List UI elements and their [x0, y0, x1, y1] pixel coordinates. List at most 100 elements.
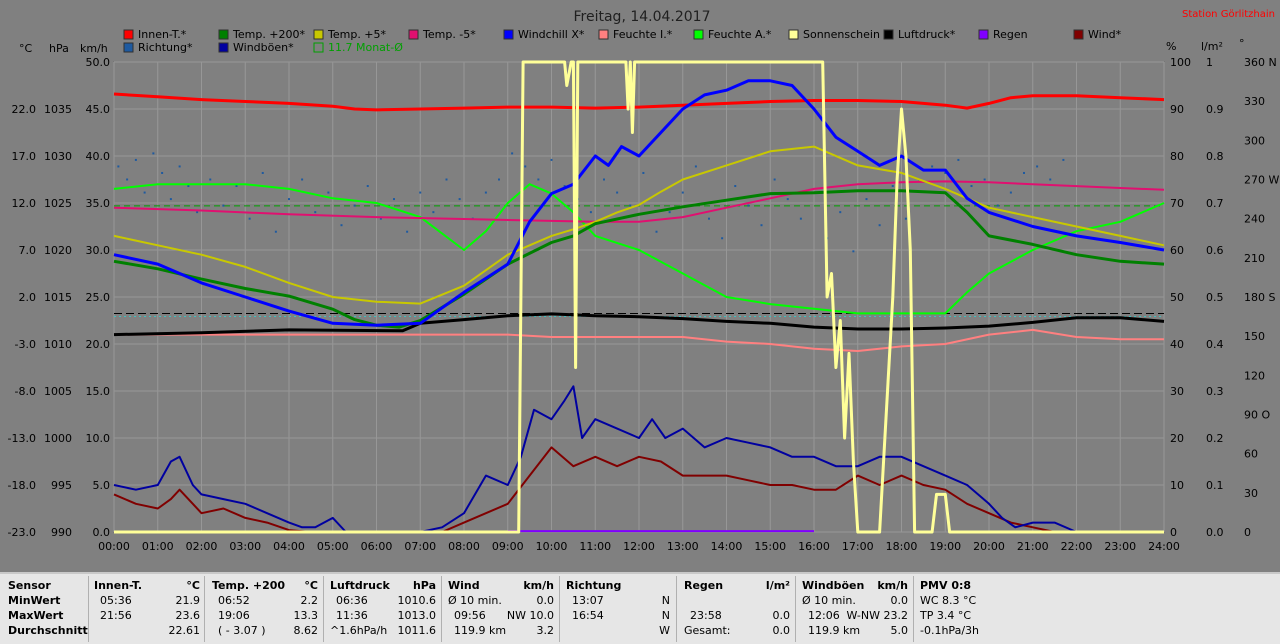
degree-tick-label: 240: [1244, 213, 1265, 226]
stats-temp200-avg-note: ( - 3.07 ): [218, 624, 266, 637]
degree-tick-label: 330: [1244, 95, 1265, 108]
legend-swatch: [978, 29, 989, 40]
richtung-point: [261, 171, 264, 174]
legend-item: Temp. +5*: [313, 28, 387, 41]
richtung-point: [222, 204, 225, 207]
percent-tick-label: 70: [1170, 197, 1184, 210]
stats-richtung-max-value: N: [661, 609, 670, 622]
legend-swatch: [313, 29, 324, 40]
richtung-point: [852, 250, 855, 253]
series-innen: [113, 92, 1165, 112]
richtung-point: [1036, 165, 1039, 168]
richtung-point: [524, 165, 527, 168]
richtung-point: [288, 198, 290, 201]
x-tick-label: 15:00: [754, 540, 786, 553]
statistics-table: Sensor MinWert MaxWert Durchschnitt Inne…: [0, 572, 1280, 644]
stats-innen-unit: °C: [186, 579, 200, 592]
legend-label: Richtung*: [138, 41, 193, 54]
unit-degree: °: [1239, 37, 1245, 50]
degree-tick-label: 90 O: [1244, 409, 1270, 422]
stats-temp200-max-time: 19:06: [218, 609, 250, 622]
richtung-point: [904, 217, 907, 220]
chart-title: Freitag, 14.04.2017: [574, 9, 711, 25]
kmh-tick-label: 30.0: [86, 244, 111, 257]
legend-label: Wind*: [1088, 28, 1122, 41]
degree-tick-label: 360 N: [1244, 56, 1277, 69]
legend-swatch: [218, 29, 229, 40]
richtung-point: [187, 185, 190, 188]
stats-regen-total-value: 0.0: [772, 624, 791, 637]
richtung-point: [274, 230, 277, 233]
stats-regen-head: Regen: [684, 579, 724, 592]
stats-pmv-head: PMV 0:8: [920, 579, 972, 592]
richtung-point: [642, 171, 645, 174]
unit-kmh: km/h: [80, 42, 108, 55]
stats-boen-distance: 119.9 km: [808, 624, 861, 637]
legend-item: Regen: [978, 28, 1028, 41]
richtung-point: [563, 185, 566, 188]
richtung-point: [616, 191, 619, 194]
legend-label: 11.7 Monat-Ø: [328, 41, 403, 54]
series-feuchte_a: [113, 183, 1165, 315]
richtung-point: [1009, 191, 1012, 194]
hpa-tick-label: 1000: [44, 432, 72, 445]
richtung-point: [406, 230, 409, 233]
stats-pmv-windchill: WC 8.3 °C: [920, 594, 977, 607]
degree-tick-label: 300: [1244, 134, 1265, 147]
x-tick-label: 24:00: [1148, 540, 1180, 553]
percent-tick-label: 50: [1170, 291, 1184, 304]
x-tick-label: 21:00: [1017, 540, 1049, 553]
degree-tick-label: 210: [1244, 252, 1265, 265]
richtung-point: [209, 178, 212, 181]
kmh-tick-label: 25.0: [86, 291, 111, 304]
richtung-point: [498, 178, 500, 181]
percent-tick-label: 60: [1170, 244, 1184, 257]
legend-item: Temp. +200*: [218, 28, 306, 41]
kmh-tick-label: 10.0: [86, 432, 111, 445]
legend-label: Feuchte I.*: [613, 28, 673, 41]
legend-swatch: [408, 29, 419, 40]
richtung-point: [747, 204, 750, 207]
richtung-point: [944, 171, 947, 174]
rain-tick-label: 0.4: [1206, 338, 1224, 351]
celsius-tick-label: -13.0: [8, 432, 36, 445]
stats-innen-column: Innen-T. °C 05:36 21.9 21:56 23.6 22.61: [94, 578, 200, 644]
degree-tick-label: 120: [1244, 369, 1265, 382]
stats-richtung-head: Richtung: [566, 579, 622, 592]
richtung-point: [786, 198, 789, 201]
legend-label: Innen-T.*: [138, 28, 187, 41]
hpa-tick-label: 1005: [44, 385, 72, 398]
degree-tick-label: 0: [1244, 526, 1251, 539]
unit-hpa: hPa: [49, 42, 69, 55]
legend-item: Feuchte I.*: [598, 28, 673, 41]
stats-innen-max-value: 23.6: [175, 609, 201, 622]
legend-item: Windchill X*: [503, 28, 585, 41]
x-tick-label: 01:00: [142, 540, 174, 553]
richtung-point: [603, 178, 605, 181]
stats-innen-max-time: 21:56: [100, 609, 132, 622]
stats-temp200-min-value: 2.2: [300, 594, 319, 607]
legend-swatch: [123, 42, 134, 53]
degree-tick-label: 180 S: [1244, 291, 1275, 304]
richtung-point: [668, 211, 671, 214]
celsius-tick-label: -8.0: [15, 385, 36, 398]
stats-druck-trend: ^1.6hPa/h: [330, 624, 388, 637]
richtung-point: [734, 185, 737, 188]
stats-druck-min-time: 06:36: [336, 594, 368, 607]
richtung-point: [419, 191, 422, 194]
stats-innen-head: Innen-T.: [94, 579, 143, 592]
celsius-tick-label: -3.0: [15, 338, 36, 351]
x-tick-label: 14:00: [711, 540, 743, 553]
stats-richtung-min-time: 13:07: [572, 594, 604, 607]
celsius-tick-label: 7.0: [19, 244, 37, 257]
richtung-point: [458, 198, 461, 201]
stats-boen-min-value: 0.0: [890, 594, 909, 607]
richtung-point: [235, 185, 238, 188]
x-tick-label: 13:00: [667, 540, 699, 553]
stats-boen-unit: km/h: [877, 579, 908, 592]
degree-tick-label: 30: [1244, 487, 1258, 500]
stats-richtung-column: Richtung 13:07 N 16:54 N W: [566, 578, 670, 644]
celsius-tick-label: -23.0: [8, 526, 36, 539]
stats-richtung-max-time: 16:54: [572, 609, 604, 622]
legend-item: Richtung*: [123, 41, 193, 54]
